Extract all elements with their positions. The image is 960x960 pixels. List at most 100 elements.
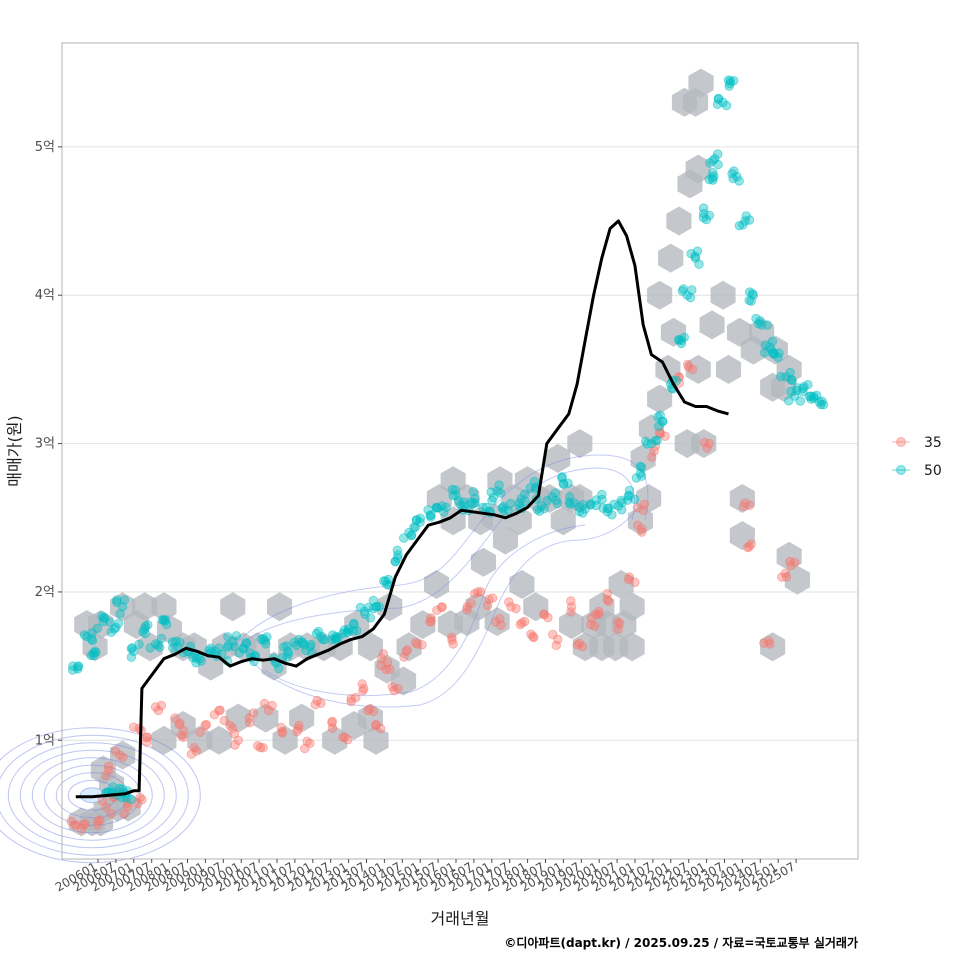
scatter-point-35 — [343, 735, 353, 745]
scatter-point-35 — [785, 556, 795, 567]
scatter-point-50 — [175, 637, 185, 648]
scatter-point-35 — [346, 696, 356, 707]
hex-bin — [784, 565, 810, 595]
scatter-point-50 — [747, 289, 758, 299]
hex-bin — [647, 384, 673, 414]
scatter-point-50 — [390, 557, 401, 567]
scatter-point-50 — [597, 489, 607, 500]
hex-bin — [391, 666, 417, 696]
scatter-point-50 — [741, 211, 751, 221]
scatter-point-50 — [113, 618, 124, 629]
legend: 35 50 — [892, 435, 942, 479]
scatter-point-50 — [550, 488, 560, 498]
scatter-point-35 — [302, 736, 312, 747]
hex-bin — [699, 310, 725, 340]
hex-bin — [630, 443, 656, 473]
scatter-point-50 — [534, 506, 545, 516]
scatter-point-50 — [299, 640, 309, 650]
legend-50-swatch — [896, 465, 906, 475]
scatter-point-35 — [432, 605, 442, 615]
scatter-point-35 — [80, 818, 90, 829]
scatter-point-50 — [617, 498, 627, 508]
scatter-point-50 — [343, 624, 354, 634]
scatter-point-50 — [191, 658, 201, 668]
scatter-point-50 — [214, 643, 224, 653]
hex-bin — [225, 703, 251, 733]
scatter-point-35 — [93, 820, 103, 830]
scatter-point-50 — [690, 251, 700, 261]
scatter-point-35 — [660, 431, 670, 441]
scatter-point-35 — [572, 640, 582, 650]
scatter-point-35 — [364, 704, 375, 714]
scatter-point-50 — [818, 400, 829, 410]
hex-bin — [357, 703, 383, 733]
scatter-point-35 — [294, 720, 304, 731]
y-tick-label: 4억 — [35, 288, 55, 303]
hex-bin — [688, 68, 714, 98]
scatter-point-50 — [423, 505, 433, 515]
scatter-point-50 — [245, 648, 255, 658]
scatter-point-35 — [613, 624, 624, 634]
scatter-point-50 — [759, 347, 770, 358]
scatter-point-50 — [119, 595, 130, 605]
hex-bin — [267, 592, 293, 622]
scatter-point-35 — [141, 732, 152, 743]
scatter-point-50 — [505, 498, 516, 509]
hex-bin — [211, 632, 238, 662]
scatter-point-50 — [760, 340, 770, 350]
scatter-point-50 — [734, 176, 744, 186]
scatter-point-50 — [470, 498, 480, 508]
scatter-point-35 — [141, 737, 152, 747]
scatter-point-50 — [727, 168, 737, 179]
scatter-point-35 — [244, 718, 255, 728]
scatter-point-50 — [262, 632, 272, 642]
scatter-point-35 — [230, 740, 240, 750]
scatter-point-50 — [134, 639, 144, 650]
scatter-point-35 — [586, 613, 597, 624]
scatter-point-35 — [780, 568, 791, 579]
hex-bin — [559, 610, 585, 640]
scatter-point-35 — [470, 589, 480, 599]
scatter-point-35 — [103, 761, 114, 772]
scatter-point-50 — [140, 621, 151, 631]
scatter-point-35 — [359, 683, 369, 694]
hex-bin — [771, 372, 797, 402]
scatter-point-50 — [196, 656, 207, 666]
scatter-point-35 — [267, 700, 277, 711]
hex-bin — [272, 725, 298, 755]
scatter-point-50 — [86, 634, 97, 644]
y-tick-label: 2억 — [35, 585, 55, 600]
scatter-point-50 — [368, 595, 379, 606]
scatter-point-35 — [104, 765, 114, 775]
scatter-point-50 — [160, 616, 170, 626]
scatter-point-50 — [126, 794, 136, 804]
median-price-line — [75, 219, 729, 799]
scatter-point-50 — [636, 462, 647, 472]
scatter-point-50 — [776, 371, 786, 382]
scatter-point-35 — [119, 809, 129, 819]
scatter-point-35 — [382, 657, 393, 668]
scatter-point-35 — [699, 437, 710, 448]
scatter-point-35 — [490, 617, 501, 627]
scatter-point-35 — [156, 700, 167, 711]
scatter-point-50 — [762, 320, 773, 330]
scatter-point-35 — [777, 572, 787, 582]
scatter-point-50 — [348, 626, 359, 636]
scatter-point-35 — [106, 809, 117, 819]
scatter-point-50 — [274, 663, 284, 674]
scatter-point-50 — [352, 625, 362, 636]
hex-bin — [151, 592, 177, 622]
scatter-point-50 — [157, 615, 168, 625]
density-contour — [249, 504, 641, 708]
hex-bin — [206, 725, 232, 755]
scatter-point-50 — [392, 545, 403, 556]
scatter-point-50 — [641, 436, 651, 447]
legend-50-label: 50 — [924, 463, 942, 479]
y-tick-label: 3억 — [35, 437, 55, 452]
scatter-point-50 — [698, 212, 709, 223]
hex-bin — [220, 592, 246, 622]
scatter-point-50 — [92, 623, 103, 634]
scatter-point-50 — [786, 374, 797, 385]
scatter-point-50 — [692, 246, 703, 256]
